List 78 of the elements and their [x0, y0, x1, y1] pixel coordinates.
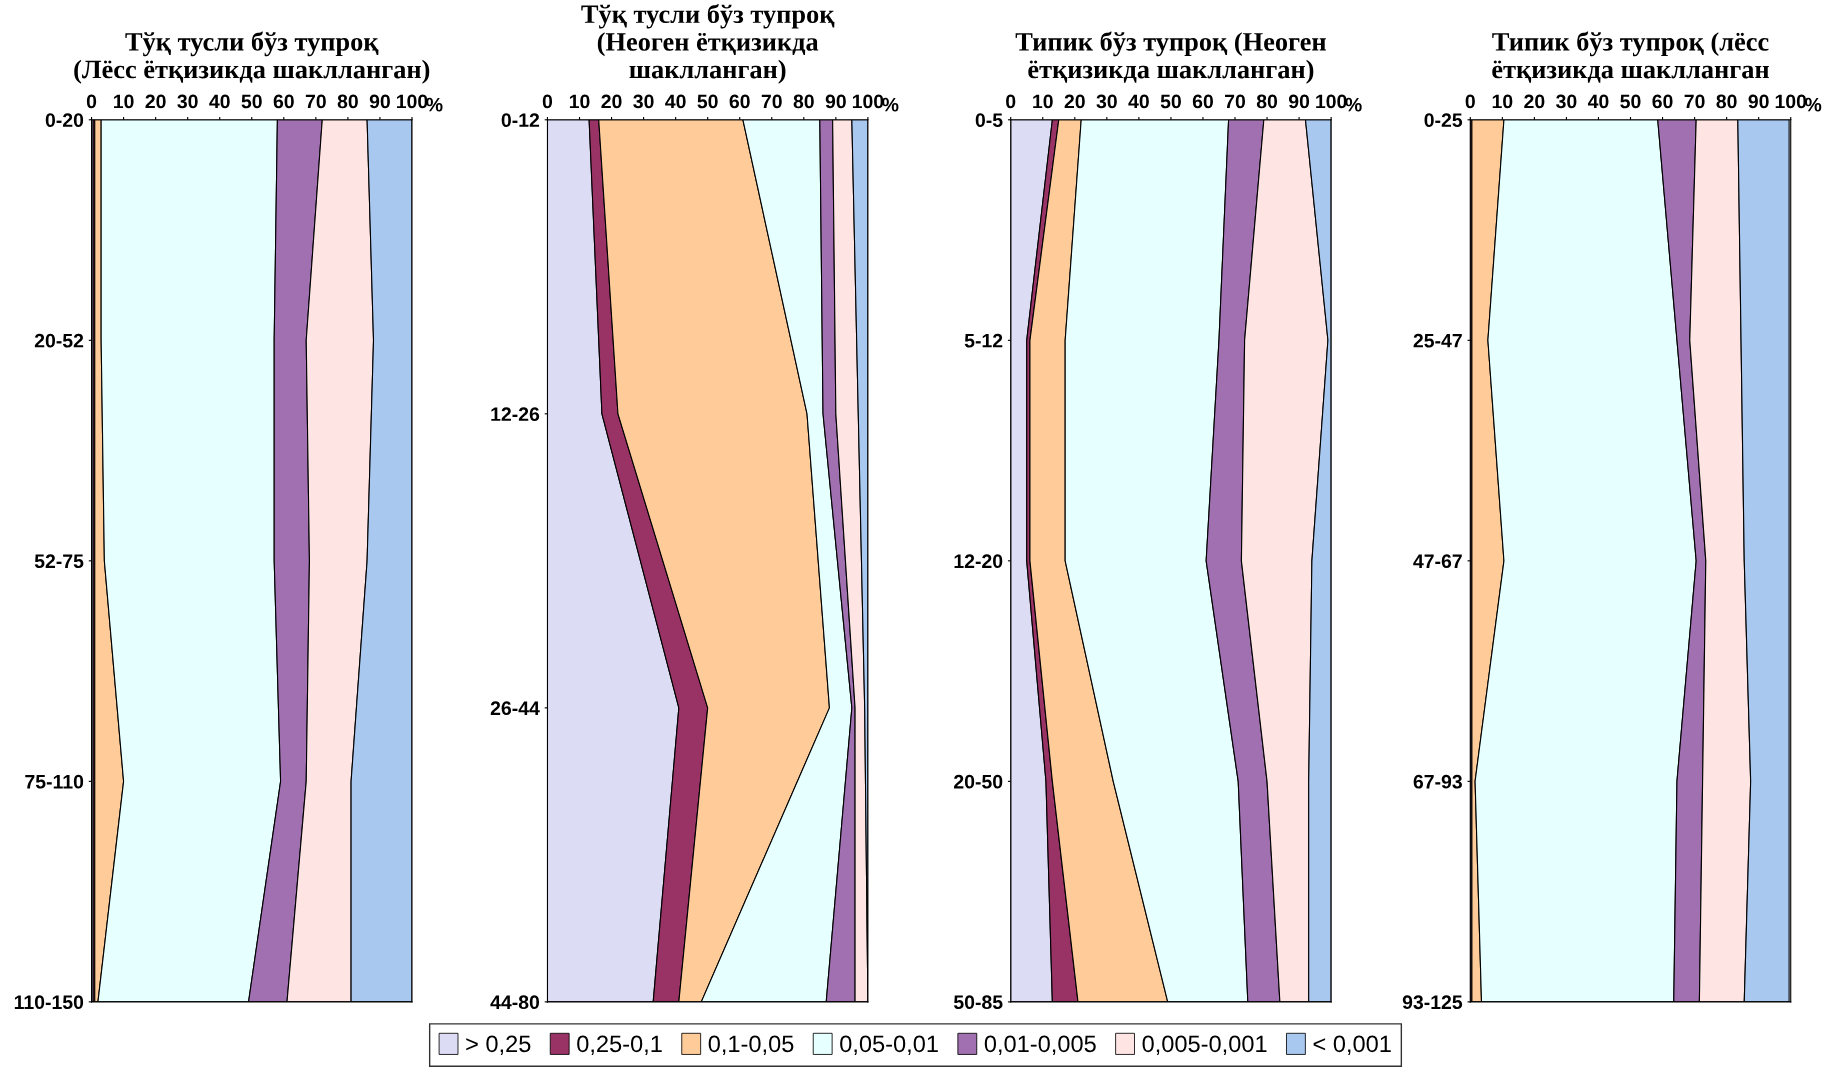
legend-label: 0,05-0,01 [840, 1035, 938, 1055]
chart-title: Тўқ тусли бўз тупроқ (Неоген ётқизикда шаклланган) [581, 3, 835, 84]
y-tick-label: 75-110 [25, 774, 84, 789]
x-tick-label: 40 [1587, 94, 1609, 109]
y-tick-label: 110-150 [14, 995, 84, 1010]
x-tick-label: 90 [1288, 94, 1310, 109]
chart-title: Типик бўз тупроқ (лёсс ётқизикда шаклланган [1492, 31, 1769, 83]
x-tick-label: 10 [569, 94, 590, 109]
x-tick-label: 50 [1620, 94, 1641, 109]
x-tick-label: 60 [1652, 94, 1673, 109]
x-tick-label: 40 [1128, 94, 1149, 109]
y-tick-label: 93-125 [1402, 995, 1463, 1010]
y-tick-label: 0-5 [975, 113, 1003, 128]
x-tick-label: 20 [1064, 94, 1085, 109]
x-tick-label: 70 [1684, 94, 1705, 109]
y-tick-label: 5-12 [964, 333, 1003, 348]
x-tick-label: 30 [633, 94, 654, 109]
x-tick-label: 60 [273, 94, 294, 109]
legend-label: 0,005-0,001 [1142, 1035, 1267, 1055]
legend-label: 0,1-0,05 [708, 1035, 794, 1055]
y-tick-label: 44-80 [490, 995, 540, 1010]
x-axis-title: % [1804, 97, 1822, 112]
x-tick-label: 10 [114, 94, 134, 109]
x-axis-title: % [882, 97, 899, 112]
y-tick-label: 67-93 [1413, 774, 1462, 789]
x-tick-label: 0 [1006, 94, 1016, 109]
x-tick-label: 80 [337, 94, 358, 109]
x-tick-label: 60 [729, 94, 750, 109]
x-axis-title: % [426, 97, 443, 112]
x-tick-label: 0 [542, 94, 553, 109]
y-tick-label: 12-26 [491, 407, 540, 422]
legend-label: < 0,001 [1313, 1035, 1391, 1055]
y-tick-label: 25-47 [1413, 333, 1462, 348]
x-tick-label: 100 [852, 94, 884, 109]
y-tick-label: 12-20 [954, 554, 1003, 569]
x-tick-label: 80 [793, 94, 814, 109]
legend-label: 0,01-0,005 [984, 1035, 1096, 1055]
x-tick-label: 30 [177, 94, 198, 109]
y-tick-label: 20-52 [34, 333, 84, 348]
x-tick-label: 50 [697, 94, 718, 109]
x-tick-label: 50 [241, 94, 262, 109]
x-tick-label: 40 [209, 94, 230, 109]
x-tick-label: 70 [305, 94, 326, 109]
x-tick-label: 20 [601, 94, 622, 109]
y-tick-label: 26-44 [490, 701, 540, 716]
chart-title: Типик бўз тупроқ (Неоген ётқизикда шаклланган) [1015, 31, 1326, 84]
x-tick-label: 90 [825, 94, 846, 109]
y-tick-label: 0-25 [1424, 113, 1463, 128]
x-tick-label: 80 [1716, 94, 1737, 109]
legend-label: 0,25-0,1 [577, 1035, 662, 1055]
legend-label: > 0,25 [466, 1035, 531, 1055]
x-tick-label: 20 [1524, 94, 1545, 109]
x-tick-label: 70 [761, 94, 782, 109]
chart-title: Тўқ тусли бўз тупроқ (Лёсс ётқизикда шаклланган) [74, 31, 430, 84]
x-tick-label: 30 [1556, 94, 1577, 109]
y-tick-label: 20-50 [954, 774, 1003, 789]
x-tick-label: 70 [1225, 94, 1246, 109]
x-tick-label: 30 [1096, 94, 1117, 109]
y-tick-label: 0-12 [501, 113, 540, 128]
x-tick-label: 100 [396, 94, 428, 109]
x-tick-label: 100 [1316, 94, 1347, 109]
x-axis-title: % [1345, 97, 1362, 112]
x-tick-label: 50 [1160, 94, 1181, 109]
x-tick-label: 0 [1465, 94, 1475, 109]
y-tick-label: 52-75 [34, 554, 84, 569]
x-tick-label: 100 [1775, 94, 1807, 109]
y-tick-label: 0-20 [45, 113, 84, 128]
x-tick-label: 0 [86, 94, 97, 109]
x-tick-label: 20 [145, 94, 166, 109]
x-tick-label: 80 [1256, 94, 1278, 109]
x-tick-label: 40 [665, 94, 686, 109]
x-tick-label: 90 [369, 94, 390, 109]
x-tick-label: 10 [1492, 94, 1513, 109]
x-tick-label: 10 [1033, 94, 1053, 109]
x-tick-label: 60 [1192, 94, 1213, 109]
y-tick-label: 50-85 [953, 995, 1003, 1010]
x-tick-label: 90 [1748, 94, 1769, 109]
y-tick-label: 47-67 [1413, 554, 1462, 569]
